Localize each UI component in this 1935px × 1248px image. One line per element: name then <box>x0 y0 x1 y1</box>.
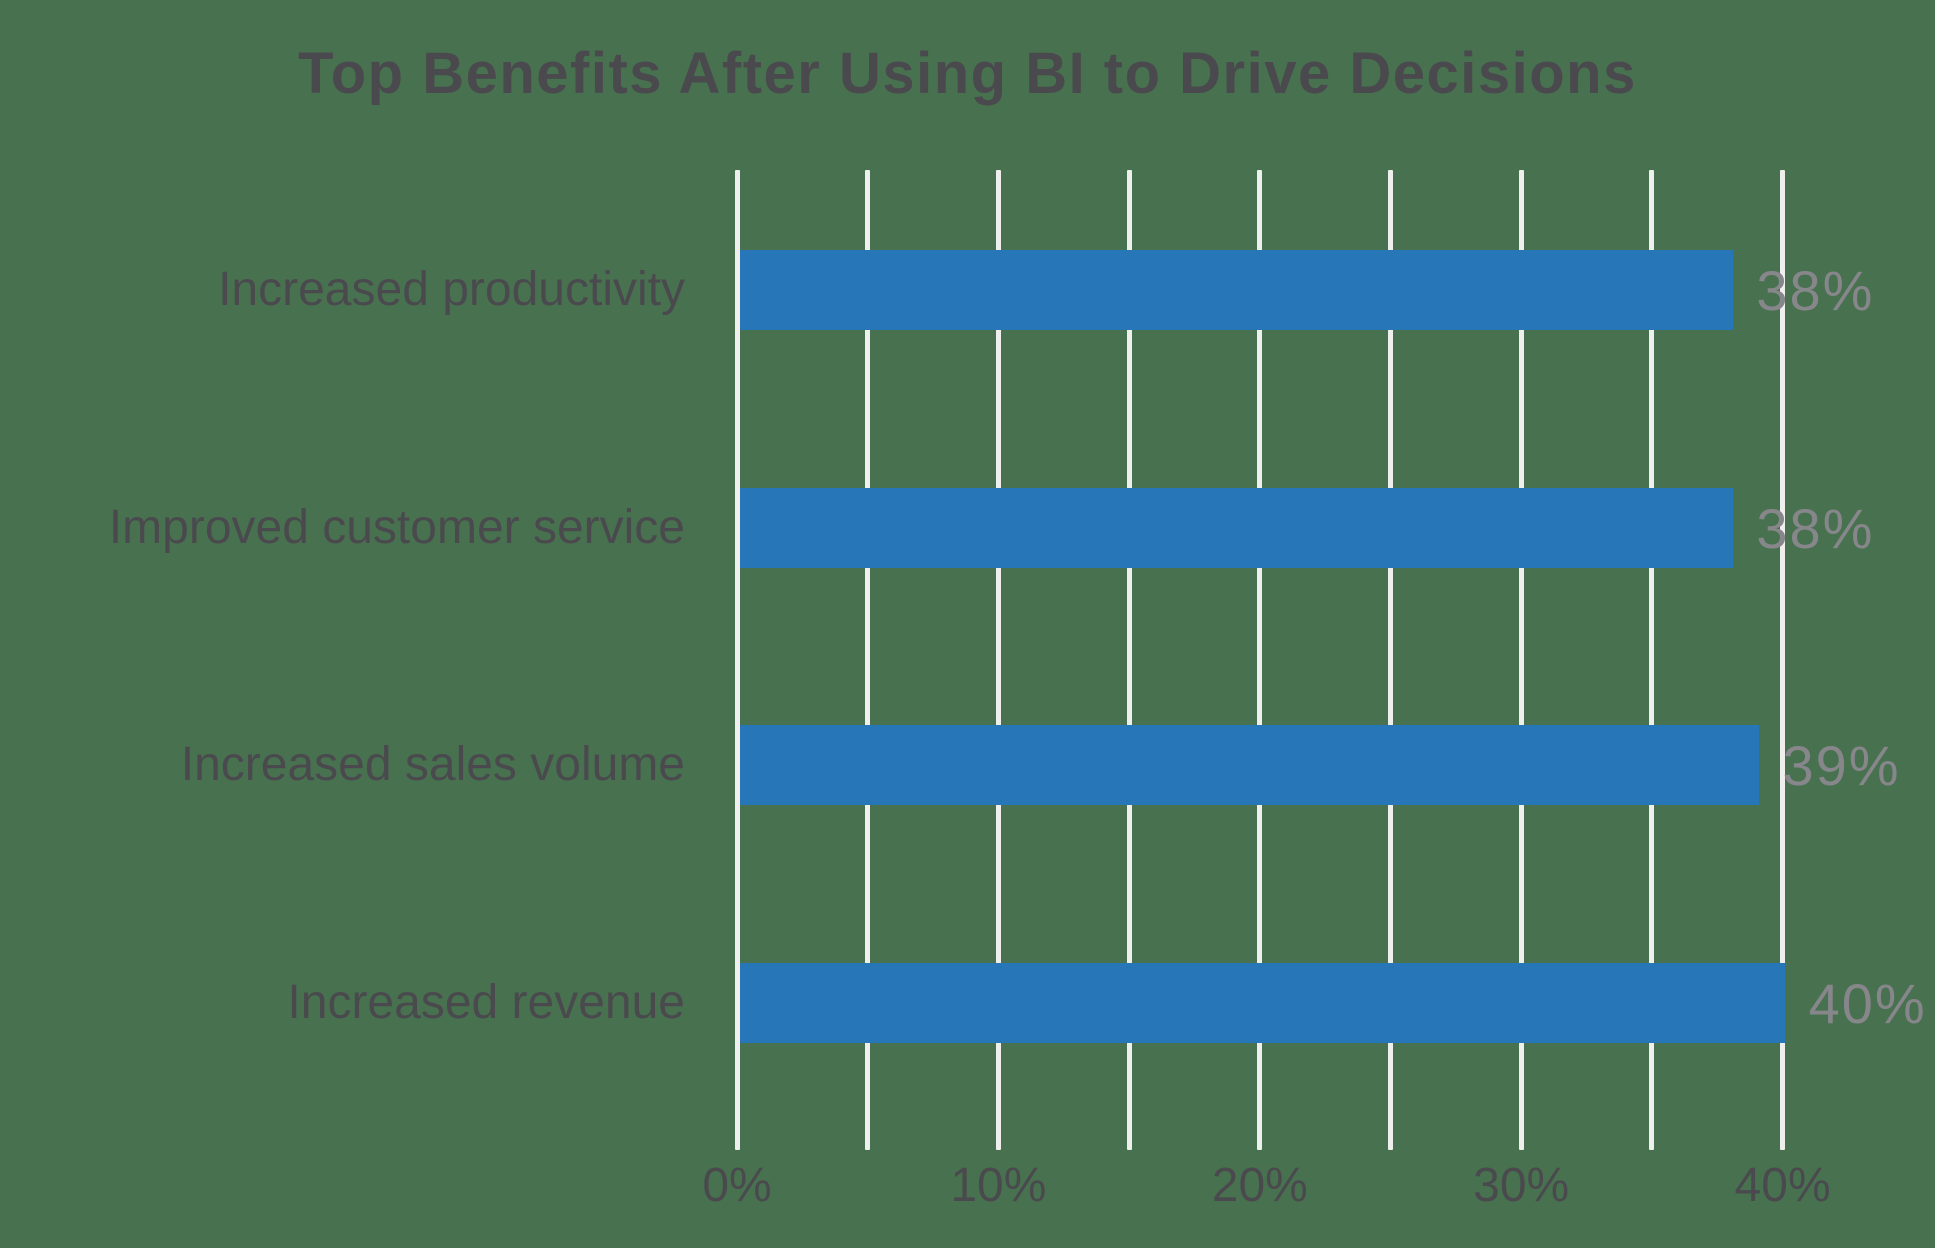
x-tick-label: 20% <box>1211 1159 1308 1212</box>
value-label: 38% <box>1756 259 1875 322</box>
value-label: 38% <box>1756 496 1875 560</box>
category-label: Increased sales volume <box>180 738 685 792</box>
x-tick-label: 40% <box>1734 1159 1831 1212</box>
value-label: 40% <box>1808 972 1927 1036</box>
x-tick-label: 30% <box>1473 1159 1570 1212</box>
gridline <box>1126 170 1132 1150</box>
gridline <box>865 170 871 1150</box>
value-label: 39% <box>1782 734 1901 798</box>
bar <box>739 487 1733 568</box>
gridline <box>734 170 740 1150</box>
category-label: Improved customer service <box>108 500 685 554</box>
gridline <box>1257 170 1263 1150</box>
bar <box>739 963 1786 1044</box>
category-label: Increased revenue <box>287 976 685 1030</box>
bar <box>739 250 1733 330</box>
category-label: Increased productivity <box>218 263 685 316</box>
chart-title: Top Benefits After Using BI to Drive Dec… <box>298 41 1637 106</box>
gridline <box>1518 170 1524 1150</box>
gridline <box>1780 170 1786 1150</box>
gridline <box>1649 170 1655 1150</box>
x-tick-label: 10% <box>950 1159 1047 1212</box>
x-tick-label: 0% <box>702 1159 772 1212</box>
gridline <box>1388 170 1393 1150</box>
bar <box>739 725 1759 806</box>
gridline <box>995 170 1001 1150</box>
